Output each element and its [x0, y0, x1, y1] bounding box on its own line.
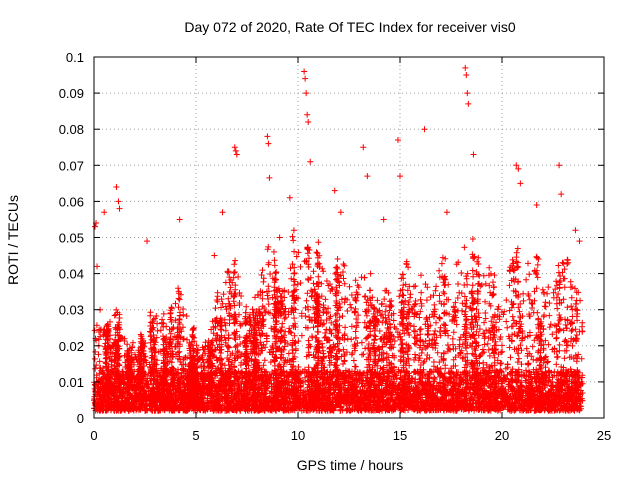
roti-point	[232, 147, 239, 154]
data-points	[91, 64, 586, 414]
roti-point	[144, 238, 151, 245]
y-tick-label: 0.01	[59, 375, 84, 390]
x-tick-label: 10	[291, 428, 305, 443]
roti-point	[304, 111, 311, 118]
roti-point	[517, 180, 524, 187]
roti-point	[290, 227, 297, 234]
y-tick-label: 0	[77, 411, 84, 426]
roti-point	[266, 174, 273, 181]
roti-point	[394, 137, 401, 144]
y-tick-label: 0.04	[59, 267, 84, 282]
roti-point	[465, 100, 472, 107]
y-tick-label: 0.05	[59, 231, 84, 246]
roti-point	[101, 209, 108, 216]
y-tick-label: 0.09	[59, 86, 84, 101]
x-tick-label: 25	[597, 428, 611, 443]
y-tick-label: 0.02	[59, 339, 84, 354]
roti-point	[231, 144, 238, 151]
y-axis-label: ROTI / TECUs	[5, 195, 21, 285]
roti-point	[421, 126, 428, 133]
roti-point	[303, 90, 310, 97]
y-tick-label: 0.07	[59, 158, 84, 173]
roti-point	[264, 133, 271, 140]
roti-point	[301, 68, 308, 75]
roti-point	[533, 202, 540, 209]
roti-point	[276, 234, 283, 241]
roti-point	[380, 216, 387, 223]
roti-point	[116, 205, 123, 212]
roti-point	[331, 187, 338, 194]
roti-point	[265, 140, 272, 147]
roti-point	[513, 162, 520, 169]
roti-point	[337, 209, 344, 216]
x-axis-label: GPS time / hours	[297, 457, 404, 473]
roti-point	[515, 165, 522, 172]
roti-point	[305, 118, 312, 125]
y-tick-label: 0.1	[66, 50, 84, 65]
y-tick-label: 0.08	[59, 122, 84, 137]
roti-point	[302, 75, 309, 82]
x-tick-label: 20	[495, 428, 509, 443]
tick-labels: 0 5 10 15 20 25 0 0.01 0.02 0.03 0.04 0.05 0.06 0.07 0…	[59, 50, 612, 443]
roti-point-cloud	[91, 233, 586, 414]
roti-point	[443, 209, 450, 216]
roti-point	[219, 209, 226, 216]
roti-point	[360, 144, 367, 151]
roti-point	[556, 162, 563, 169]
roti-point	[307, 158, 314, 165]
roti-point	[115, 198, 122, 205]
x-tick-label: 0	[90, 428, 97, 443]
roti-point	[113, 183, 120, 190]
x-tick-label: 15	[393, 428, 407, 443]
y-tick-label: 0.06	[59, 194, 84, 209]
roti-point	[286, 194, 293, 201]
roti-point	[463, 72, 470, 79]
y-tick-label: 0.03	[59, 303, 84, 318]
roti-point	[94, 263, 101, 270]
axis-ticks	[93, 56, 605, 419]
roti-point	[470, 151, 477, 158]
roti-point	[464, 90, 471, 97]
roti-point	[558, 191, 565, 198]
roti-point	[572, 227, 579, 234]
roti-point	[176, 216, 183, 223]
roti-point	[462, 64, 469, 71]
chart-title: Day 072 of 2020, Rate Of TEC Index for r…	[184, 19, 515, 35]
roti-point	[397, 173, 403, 180]
x-tick-label: 5	[192, 428, 199, 443]
roti-point	[364, 173, 371, 180]
roti-point	[211, 252, 218, 259]
roti-point	[576, 238, 583, 245]
roti-point	[92, 223, 99, 230]
roti-point	[233, 151, 240, 158]
